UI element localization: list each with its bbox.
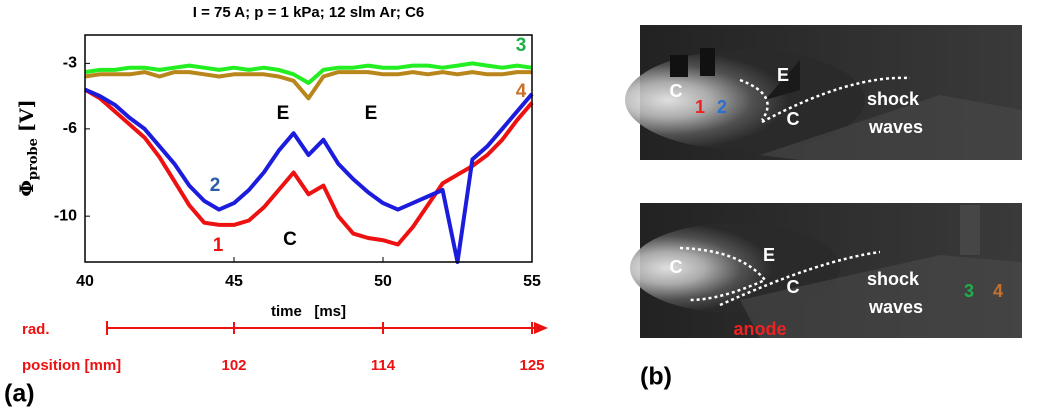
series-label: 3: [516, 35, 527, 56]
series-line: [84, 61, 533, 85]
x-tick-label: 50: [374, 273, 392, 290]
series-label: 1: [213, 235, 224, 256]
photo-top: [625, 25, 1022, 160]
secondary-axis-label: position [mm]: [22, 357, 121, 374]
x-tick-label: 40: [76, 273, 94, 290]
y-label-part: [V]: [16, 99, 38, 132]
secondary-axis-arrow: [534, 322, 548, 334]
photo-label: 4: [993, 281, 1003, 301]
photo-label: waves: [868, 297, 923, 317]
y-label-part: Φ: [16, 180, 38, 197]
y-axis-label: Φprobe [V]: [16, 99, 41, 196]
series-line: [83, 87, 534, 247]
y-tick-label: -10: [54, 207, 77, 224]
photo-label: C: [787, 277, 800, 297]
panel-label: (a): [4, 380, 35, 408]
series-label: 2: [210, 175, 221, 196]
annotation: E: [277, 103, 290, 124]
x-tick-label: 45: [225, 273, 243, 290]
photo-label: 2: [717, 97, 727, 117]
photo-label: E: [763, 245, 775, 265]
photo-label: shock: [867, 269, 920, 289]
y-tick-label: -3: [63, 55, 77, 72]
photo-label: shock: [867, 89, 920, 109]
photo-label: anode: [733, 319, 786, 339]
annotation: C: [283, 229, 297, 250]
chart-title: I = 75 A; p = 1 kPa; 12 slm Ar; C6: [193, 4, 425, 21]
series-line: [84, 70, 532, 101]
secondary-tick-label: 102: [221, 357, 246, 374]
photo-label: 1: [695, 97, 705, 117]
secondary-tick-label: 114: [371, 357, 396, 374]
secondary-axis-label: rad.: [22, 321, 50, 338]
x-axis-label: time [ms]: [271, 303, 346, 320]
photo-label: C: [670, 81, 683, 101]
photo-bottom: [630, 203, 1022, 338]
photo-label: E: [777, 65, 789, 85]
annotation: E: [365, 103, 378, 124]
panel-label: (b): [640, 363, 672, 391]
y-label-part: probe: [26, 138, 41, 180]
photo-label: waves: [868, 117, 923, 137]
secondary-tick-label: 125: [519, 357, 544, 374]
plot-border: [84, 34, 533, 263]
photo-label: C: [787, 109, 800, 129]
photo-label: C: [670, 257, 683, 277]
y-tick-label: -6: [63, 120, 77, 137]
x-tick-label: 55: [523, 273, 541, 290]
series-label: 4: [516, 81, 527, 102]
photo-label: 3: [964, 281, 974, 301]
